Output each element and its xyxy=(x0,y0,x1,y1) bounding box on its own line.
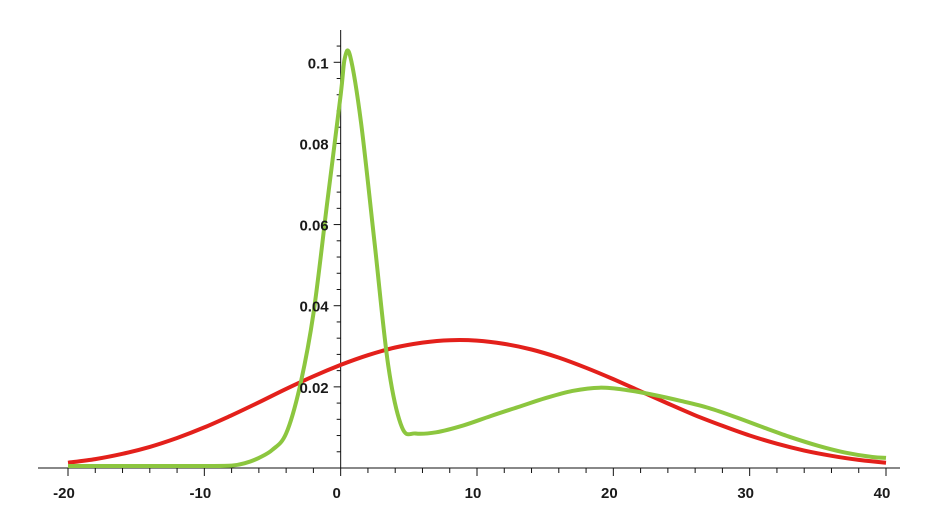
y-tick-label: 0.04 xyxy=(299,299,329,316)
x-tick-label: 10 xyxy=(465,485,482,502)
x-tick-label: 20 xyxy=(601,485,618,502)
y-tick-label: 0.08 xyxy=(299,136,328,153)
axes xyxy=(38,30,900,476)
x-tick-label: 0 xyxy=(332,485,340,502)
series-lines xyxy=(67,48,887,468)
y-tick-label: 0.06 xyxy=(299,218,328,235)
series-line-2 xyxy=(68,48,887,468)
series-line-1 xyxy=(67,338,887,465)
x-tick-label: 40 xyxy=(874,485,891,502)
tick-labels: -20 -10 0 10 20 30 40 0.02 0.04 0.06 0.08 0.1 xyxy=(53,55,890,502)
y-tick-label: 0.02 xyxy=(299,380,328,397)
y-tick-label: 0.1 xyxy=(308,55,329,72)
x-tick-label: 30 xyxy=(737,485,754,502)
x-tick-label: -20 xyxy=(53,485,75,502)
x-tick-label: -10 xyxy=(189,485,211,502)
